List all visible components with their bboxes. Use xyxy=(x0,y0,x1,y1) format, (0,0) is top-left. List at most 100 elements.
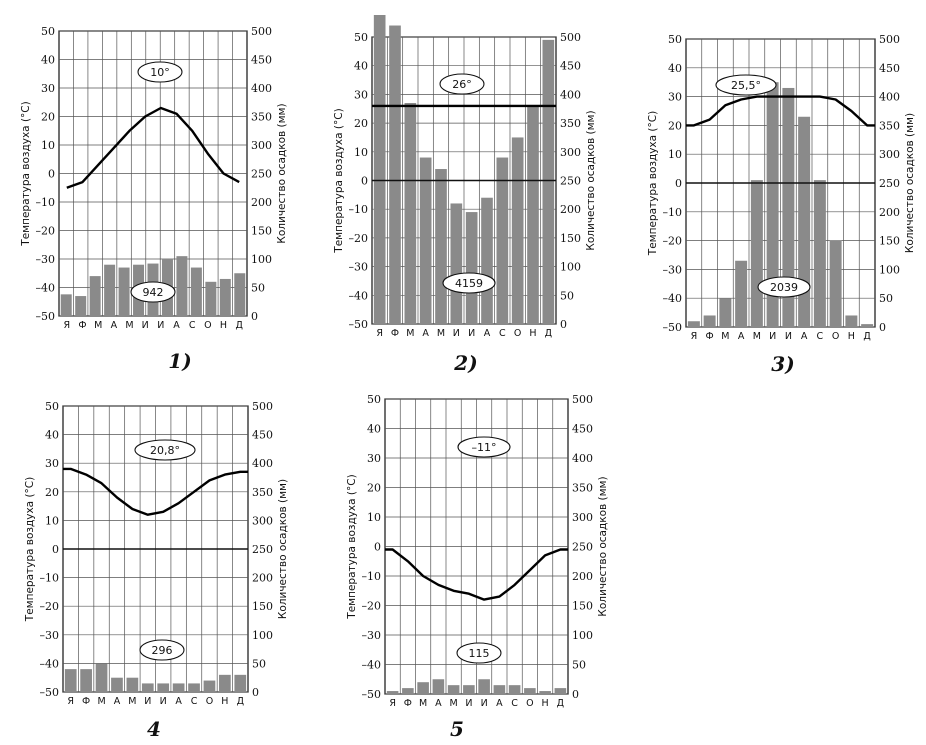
month-label: И xyxy=(157,320,164,331)
month-label: М xyxy=(406,328,414,339)
precip-bar xyxy=(419,157,432,324)
precip-bars xyxy=(687,82,874,327)
precip-bar xyxy=(542,39,555,324)
month-label: О xyxy=(526,698,533,709)
month-label: О xyxy=(204,320,211,331)
precip-bar xyxy=(465,212,478,324)
precip-bar xyxy=(478,679,490,694)
precip-bar xyxy=(511,137,524,324)
annual-temp-value: –11° xyxy=(472,441,497,454)
month-label: О xyxy=(832,331,839,342)
precip-bars xyxy=(373,15,555,324)
precip-bar xyxy=(80,669,92,692)
temp-tick-label: –20 xyxy=(663,235,683,248)
precip-bar xyxy=(219,674,231,692)
month-label: Д xyxy=(557,698,564,709)
temp-tick-label: 40 xyxy=(354,60,368,73)
temp-tick-label: –20 xyxy=(40,600,60,613)
precip-tick-label: 250 xyxy=(251,168,272,181)
temp-tick-label: 20 xyxy=(668,119,682,132)
month-label: Д xyxy=(863,331,870,342)
precip-tick-label: 400 xyxy=(252,457,273,470)
month-label: Д xyxy=(545,328,552,339)
precip-bar xyxy=(157,683,170,692)
month-label: Н xyxy=(220,320,227,331)
precip-tick-label: 150 xyxy=(572,600,593,613)
month-label: Д xyxy=(235,320,242,331)
temp-tick-label: 30 xyxy=(367,452,381,465)
precip-tick-label: 500 xyxy=(560,31,581,44)
precip-tick-label: 500 xyxy=(252,400,273,413)
temp-tick-label: 20 xyxy=(41,111,55,124)
precip-tick-label: 50 xyxy=(251,282,265,295)
month-label: О xyxy=(206,696,213,707)
precip-tick-label: 200 xyxy=(560,203,581,216)
precip-bar xyxy=(234,674,247,692)
temp-tick-label: 10 xyxy=(41,139,55,152)
precip-bar xyxy=(447,685,460,694)
precip-tick-label: 100 xyxy=(252,629,273,642)
climatogram-4: –50–40–30–20–100102030405005010015020025… xyxy=(24,400,289,741)
temp-tick-label: –30 xyxy=(362,629,382,642)
month-label: М xyxy=(128,696,136,707)
precip-bar xyxy=(719,298,732,327)
precip-bar xyxy=(404,103,417,324)
precip-tick-label: 50 xyxy=(252,657,266,670)
month-label: М xyxy=(125,320,133,331)
precip-tick-label: 250 xyxy=(252,543,273,556)
precip-tick-label: 200 xyxy=(879,206,900,219)
precip-bars xyxy=(64,663,247,692)
annual-temp-oval xyxy=(439,73,485,95)
precip-tick-label: 400 xyxy=(560,88,581,101)
annual-temp-value: 10° xyxy=(150,66,170,79)
precip-bar xyxy=(435,169,447,324)
temp-tick-label: 40 xyxy=(668,62,682,75)
precip-tick-label: 500 xyxy=(251,25,272,38)
precip-axis-title: Количество осадков (мм) xyxy=(276,103,288,243)
temp-tick-label: 50 xyxy=(367,393,381,406)
temp-tick-label: –10 xyxy=(362,570,382,583)
temp-tick-label: 20 xyxy=(45,486,59,499)
temperature-line xyxy=(66,106,240,189)
annual-precip-value: 4159 xyxy=(455,277,483,290)
temp-tick-label: 0 xyxy=(48,168,55,181)
month-label: Я xyxy=(389,698,396,709)
temp-tick-label: 40 xyxy=(45,429,59,442)
month-label: М xyxy=(450,698,458,709)
temp-tick-label: –50 xyxy=(663,321,683,334)
precip-tick-label: 0 xyxy=(560,318,567,331)
precip-bar xyxy=(524,688,536,694)
temp-tick-label: –20 xyxy=(349,232,369,245)
temp-tick-label: 50 xyxy=(45,400,59,413)
month-label: М xyxy=(753,331,761,342)
month-label: И xyxy=(785,331,792,342)
precip-tick-label: 450 xyxy=(251,54,272,67)
precip-tick-label: 450 xyxy=(572,423,593,436)
annual-temp-value: 25,5° xyxy=(731,79,761,92)
annual-precip-oval xyxy=(130,281,176,303)
temp-tick-label: –10 xyxy=(40,572,60,585)
climatogram-3: –50–40–30–20–100102030405005010015020025… xyxy=(647,33,916,376)
chart-caption: 5 xyxy=(450,717,464,741)
precip-bar xyxy=(190,267,202,316)
annual-temp-oval xyxy=(715,74,777,96)
temp-tick-label: 20 xyxy=(354,117,368,130)
precip-tick-label: 450 xyxy=(879,62,900,75)
annual-temp-oval xyxy=(457,436,511,458)
temp-tick-label: 10 xyxy=(45,514,59,527)
precip-tick-label: 50 xyxy=(879,292,893,305)
precip-bars xyxy=(386,679,567,694)
precip-bar xyxy=(176,256,188,316)
month-label: А xyxy=(484,328,491,339)
precip-tick-label: 350 xyxy=(560,117,581,130)
precip-bar xyxy=(432,679,445,694)
month-label: Я xyxy=(376,328,383,339)
temp-tick-label: 30 xyxy=(45,457,59,470)
month-label: А xyxy=(801,331,808,342)
month-label: Я xyxy=(64,320,71,331)
month-label: М xyxy=(721,331,729,342)
temp-tick-label: 50 xyxy=(41,25,55,38)
precip-bar xyxy=(104,264,116,316)
precip-tick-label: 300 xyxy=(251,139,272,152)
temp-tick-label: 30 xyxy=(41,82,55,95)
